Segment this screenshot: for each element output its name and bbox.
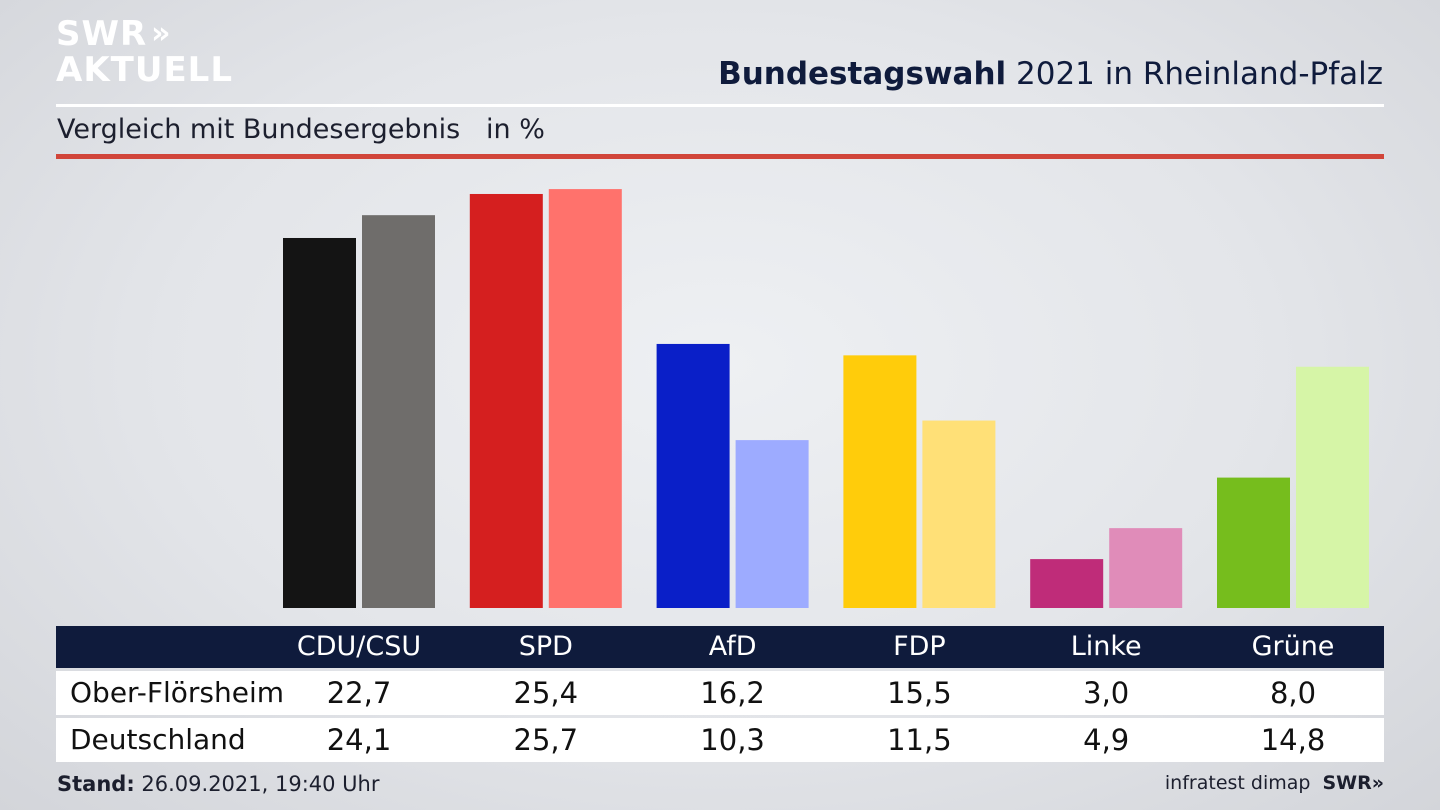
title-bold: Bundestagswahl	[718, 56, 1007, 92]
table-cell: 16,2	[700, 676, 765, 710]
table-row: Deutschland 24,1 25,7 10,3 11,5 4,9 14,8	[56, 718, 1384, 762]
source-label: infratest dimap	[1164, 772, 1311, 794]
chart-subtitle: Vergleich mit Bundesergebnis in %	[57, 114, 545, 145]
stand-value: 26.09.2021, 19:40 Uhr	[134, 772, 380, 796]
bar-local-1	[469, 193, 543, 609]
table-cell: 22,7	[326, 676, 392, 710]
bar-chart	[283, 189, 1369, 609]
table-cell: 8,0	[1269, 676, 1317, 710]
swr-brand-icon: SWR»	[1322, 772, 1384, 794]
table-cell: 15,5	[887, 676, 952, 710]
bar-national-2	[735, 440, 809, 608]
table-header-row: CDU/CSU SPD AfD FDP Linke Grüne	[56, 626, 1384, 668]
bar-national-5	[1296, 366, 1369, 608]
bar-national-4	[1109, 528, 1183, 608]
bar-local-0	[283, 237, 356, 608]
swr-aktuell-logo: SWR » AKTUELL	[56, 16, 233, 88]
subtitle-unit: in %	[486, 114, 545, 145]
table-cell: 10,3	[700, 723, 765, 757]
table-cell: 25,7	[513, 723, 579, 757]
bar-local-5	[1217, 477, 1290, 608]
column-header: FDP	[893, 631, 946, 662]
row-label: Ober-Flörsheim	[70, 676, 285, 709]
column-header: AfD	[708, 631, 757, 662]
stand-label: Stand:	[57, 772, 135, 796]
table-cell: 4,9	[1083, 723, 1130, 757]
bar-local-2	[656, 343, 730, 608]
timestamp: Stand: 26.09.2021, 19:40 Uhr	[57, 772, 380, 796]
title-rest: 2021 in Rheinland-Pfalz	[1006, 56, 1383, 92]
table-row: Ober-Flörsheim 22,7 25,4 16,2 15,5 3,0 8,0	[56, 671, 1384, 715]
bar-local-4	[1030, 559, 1104, 608]
table-cell: 11,5	[887, 723, 952, 757]
table-cell: 25,4	[513, 676, 579, 710]
bar-national-3	[922, 420, 996, 608]
logo-swr-text: SWR	[56, 14, 148, 54]
logo-chevron-icon: »	[151, 16, 171, 51]
table-cell: 3,0	[1083, 676, 1130, 710]
column-header: SPD	[518, 631, 573, 662]
page-title: Bundestagswahl 2021 in Rheinland-Pfalz	[718, 56, 1383, 92]
column-header: Linke	[1070, 631, 1142, 662]
results-table: CDU/CSU SPD AfD FDP Linke Grüne Ober-Flörshei…	[56, 626, 1384, 762]
bar-national-0	[362, 215, 435, 609]
bar-national-1	[548, 189, 622, 608]
bar-local-3	[843, 355, 917, 608]
header-divider	[56, 104, 1384, 107]
table-cell: 14,8	[1260, 723, 1326, 757]
accent-divider	[56, 154, 1384, 159]
column-header: Grüne	[1251, 631, 1335, 662]
column-header: CDU/CSU	[296, 631, 422, 662]
table-cell: 24,1	[326, 723, 392, 757]
subtitle-text: Vergleich mit Bundesergebnis	[57, 114, 461, 145]
row-label: Deutschland	[70, 723, 246, 756]
logo-aktuell-text: AKTUELL	[56, 50, 234, 90]
source-credit: infratest dimap SWR»	[1165, 772, 1384, 794]
